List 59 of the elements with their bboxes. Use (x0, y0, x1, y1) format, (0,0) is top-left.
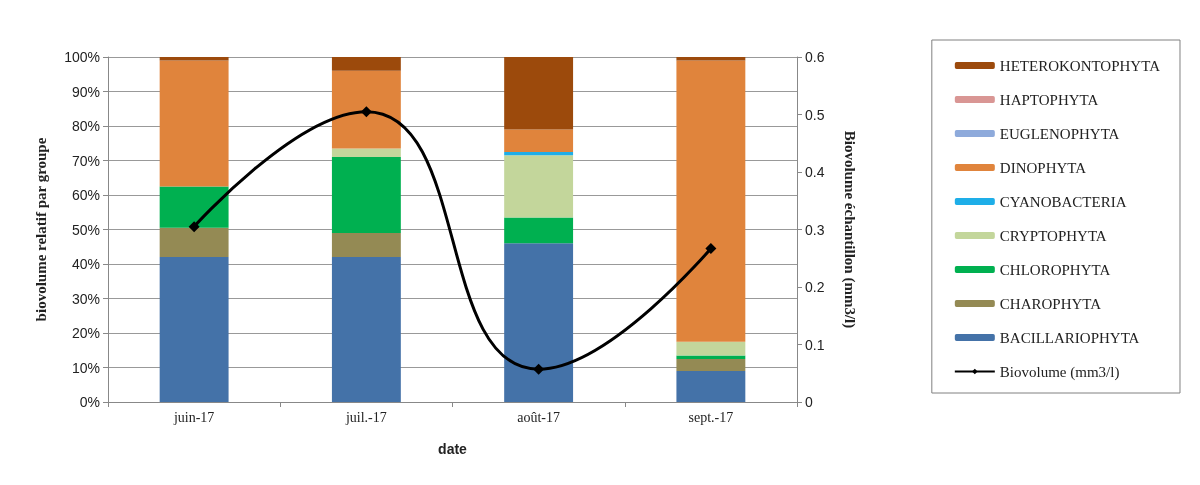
legend-label: DINOPHYTA (999, 159, 1087, 176)
y-tick-label: 60% (71, 187, 100, 203)
bar (676, 60, 746, 342)
legend-label: BACILLARIOPHYTA (999, 329, 1140, 346)
bar (159, 227, 229, 258)
legend-label: HAPTOPHYTA (999, 91, 1099, 108)
bar (159, 186, 229, 228)
bar (159, 60, 229, 187)
x-axis-title: date (438, 441, 468, 457)
y-tick-label: 70% (71, 152, 100, 169)
y2-tick-label: 0.3 (805, 221, 825, 238)
legend-label: EUGLENOPHYTA (999, 125, 1120, 142)
y-tick-label: 0% (79, 394, 100, 410)
bar (676, 355, 746, 359)
y2-tick-label: 0.5 (805, 106, 825, 123)
legend-label: CHAROPHYTA (999, 295, 1102, 312)
legend-label: CHLOROPHYTA (999, 261, 1111, 278)
y-tick-label: 50% (71, 221, 100, 238)
legend-label: CRYPTOPHYTA (999, 227, 1107, 244)
legend-label: CYANOBACTERIA (999, 193, 1127, 210)
legend-label: Biovolume (mm3/l) (999, 363, 1120, 381)
y-tick-label: 10% (71, 359, 100, 376)
y-tick-label: 100% (64, 49, 100, 65)
point (360, 106, 372, 118)
bar (676, 341, 746, 356)
bar (676, 358, 746, 371)
bar (331, 57, 401, 71)
x-tick-label: juin-17 (172, 409, 215, 425)
y-tick-label: 40% (71, 256, 100, 272)
x-tick-label: juil.-17 (344, 409, 387, 425)
y-tick-label: 20% (71, 325, 100, 341)
y-tick-label: 80% (71, 118, 100, 134)
point (188, 221, 200, 233)
point (705, 242, 717, 254)
y2-tick-label: 0.1 (805, 336, 825, 353)
x-tick-label: août-17 (517, 409, 561, 425)
bar (331, 70, 401, 149)
bar (331, 232, 401, 258)
bar (331, 148, 401, 158)
y2-tick-label: 0.2 (805, 279, 825, 295)
legend-label: HETEROKONTOPHYTA (999, 57, 1161, 74)
y-tick-label: 90% (71, 83, 100, 100)
bar (159, 257, 229, 402)
x-tick-label: sept.-17 (688, 409, 734, 425)
bar (504, 155, 574, 218)
bar (676, 370, 746, 402)
bar (504, 57, 574, 130)
y2-tick-label: 0 (805, 394, 813, 410)
y2-tick-label: 0.6 (805, 49, 825, 65)
y-axis-title: biovolume relatif par groupe (32, 137, 49, 322)
bar (331, 257, 401, 402)
bar (331, 157, 401, 233)
y2-tick-label: 0.4 (805, 164, 825, 180)
point (533, 363, 545, 375)
bar (504, 243, 574, 402)
y2-axis-title: Biovolume échantillon (mm3/l) (840, 130, 858, 329)
y-tick-label: 30% (71, 290, 100, 307)
bar (504, 129, 574, 152)
bar (504, 217, 574, 244)
